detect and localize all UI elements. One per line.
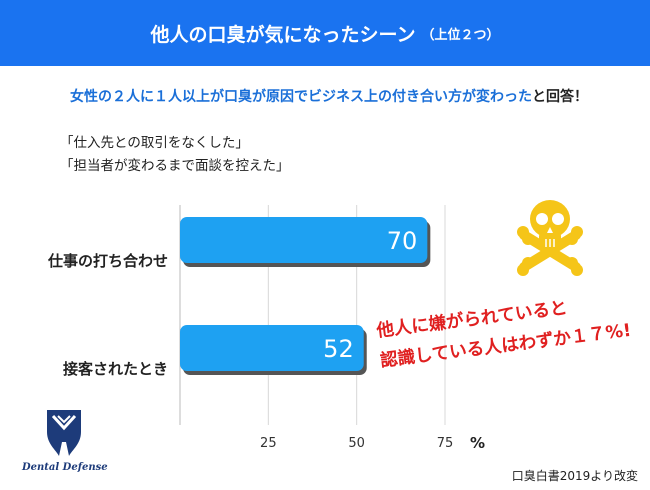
- headline-rest: と回答！: [532, 89, 588, 105]
- headline: 女性の２人に１人以上が口臭が原因でビジネス上の付き合い方が変わったと回答！: [70, 86, 588, 106]
- logo-text: Dental Defense: [22, 462, 108, 473]
- x-tick-label: 75: [437, 436, 454, 451]
- title-sub: （上位２つ）: [421, 27, 500, 43]
- bar: [180, 217, 428, 263]
- category-label: 仕事の打ち合わせ: [47, 252, 168, 270]
- x-tick-label: 25: [260, 436, 277, 451]
- title-main: 他人の口臭が気になったシーン: [150, 23, 416, 46]
- category-label: 接客されたとき: [63, 360, 168, 378]
- bar: [180, 325, 364, 371]
- quote-2: 「担当者が変わるまで面談を控えた」: [60, 158, 290, 174]
- headline-highlight: 女性の２人に１人以上が口臭が原因でビジネス上の付き合い方が変わった: [70, 89, 532, 105]
- tick-labels: 25 50 75: [260, 436, 453, 451]
- source-note: 口臭白書2019より改変: [511, 469, 638, 483]
- data-label: 70: [387, 227, 418, 255]
- bars: 70 52: [180, 217, 431, 375]
- page-title: 他人の口臭が気になったシーン （上位２つ）: [0, 0, 650, 66]
- axis-unit-label: %: [470, 434, 485, 452]
- data-label: 52: [323, 335, 354, 363]
- tooth-logo-icon: [47, 410, 81, 456]
- header-bar: [0, 0, 650, 66]
- quote-1: 「仕入先との取引をなくした」: [60, 135, 249, 151]
- skull-crossbones-icon: [517, 200, 583, 276]
- x-tick-label: 50: [348, 436, 365, 451]
